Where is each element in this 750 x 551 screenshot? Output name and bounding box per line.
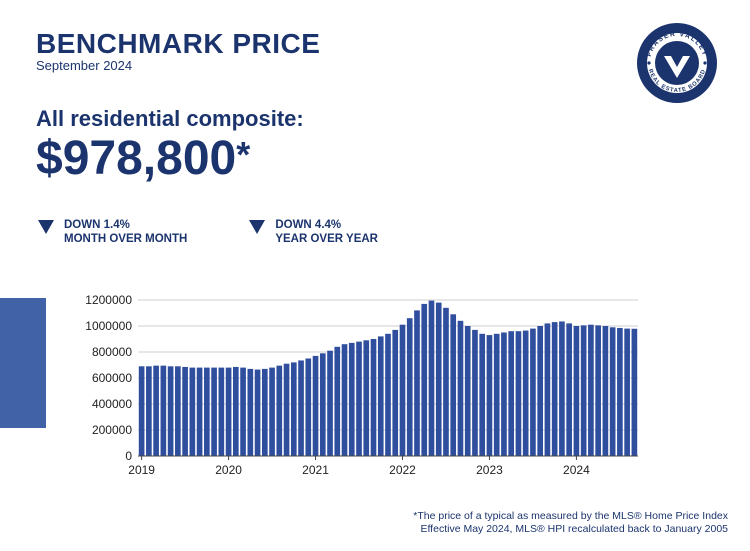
header-block: BENCHMARK PRICE September 2024 [36, 28, 320, 73]
footnote-line2: Effective May 2024, MLS® HPI recalculate… [413, 523, 728, 537]
down-arrow-icon [36, 218, 56, 236]
footnote-block: *The price of a typical as measured by t… [413, 510, 728, 537]
svg-text:0: 0 [125, 449, 132, 463]
stat-mom-line1: DOWN 1.4% [64, 218, 187, 232]
stat-yoy-line1: DOWN 4.4% [275, 218, 378, 232]
composite-asterisk: * [236, 134, 250, 175]
svg-text:1200000: 1200000 [85, 293, 132, 307]
stat-yoy-text: DOWN 4.4% YEAR OVER YEAR [275, 218, 378, 247]
composite-value: $978,800* [36, 134, 304, 184]
svg-text:1000000: 1000000 [85, 319, 132, 333]
stat-yoy-line2: YEAR OVER YEAR [275, 232, 378, 246]
svg-text:2019: 2019 [128, 463, 155, 477]
page-subtitle: September 2024 [36, 58, 320, 73]
composite-value-number: $978,800 [36, 132, 236, 185]
down-arrow-icon [247, 218, 267, 236]
stat-mom: DOWN 1.4% MONTH OVER MONTH [36, 218, 187, 247]
composite-label: All residential composite: [36, 106, 304, 132]
svg-text:400000: 400000 [92, 397, 132, 411]
benchmark-price-chart: 0 200000 400000 600000 800000 1000000 1200000 2… [80, 292, 642, 482]
svg-text:2021: 2021 [302, 463, 329, 477]
svg-text:200000: 200000 [92, 423, 132, 437]
stats-row: DOWN 1.4% MONTH OVER MONTH DOWN 4.4% YEA… [36, 218, 378, 247]
svg-text:800000: 800000 [92, 345, 132, 359]
svg-text:2023: 2023 [476, 463, 503, 477]
stat-mom-line2: MONTH OVER MONTH [64, 232, 187, 246]
svg-text:600000: 600000 [92, 371, 132, 385]
svg-text:2022: 2022 [389, 463, 416, 477]
brand-logo: FRASER VALLEY REAL ESTATE BOARD [634, 20, 720, 111]
svg-text:2020: 2020 [215, 463, 242, 477]
fraser-valley-logo-icon: FRASER VALLEY REAL ESTATE BOARD [634, 20, 720, 106]
composite-block: All residential composite: $978,800* [36, 106, 304, 184]
stat-mom-text: DOWN 1.4% MONTH OVER MONTH [64, 218, 187, 247]
decorative-side-bar [0, 298, 46, 428]
footnote-line1: *The price of a typical as measured by t… [413, 510, 728, 524]
svg-text:2024: 2024 [563, 463, 590, 477]
stat-yoy: DOWN 4.4% YEAR OVER YEAR [247, 218, 378, 247]
page-title: BENCHMARK PRICE [36, 28, 320, 60]
